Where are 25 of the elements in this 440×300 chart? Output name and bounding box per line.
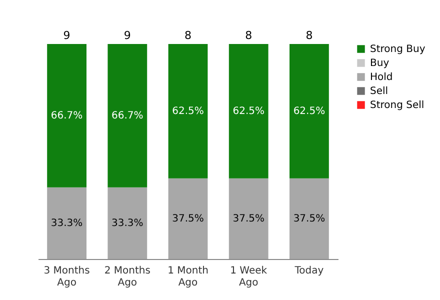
data-label: 37.5%	[232, 214, 264, 225]
data-label: 33.3%	[112, 218, 144, 230]
x-tick-label: 1 Month Ago	[168, 266, 208, 288]
annotation: 9	[124, 29, 131, 42]
x-tick-label: Today	[294, 266, 324, 276]
legend-label: Sell	[370, 86, 388, 97]
annotation: 8	[184, 29, 192, 42]
annotation: 8	[245, 29, 252, 42]
x-tick-label: 1 Week Ago	[230, 266, 268, 288]
data-label: 62.5%	[172, 106, 204, 118]
data-label: 62.5%	[293, 106, 326, 118]
data-label: 37.5%	[293, 214, 326, 225]
data-label: 33.3%	[50, 218, 83, 230]
data-label: 37.5%	[172, 214, 204, 225]
legend-label: Buy	[370, 58, 390, 69]
x-tick-label: 3 Months Ago	[44, 266, 90, 288]
annotation: 9	[63, 29, 70, 42]
legend-label: Hold	[370, 72, 393, 83]
legend-label: Strong Sell	[370, 100, 424, 111]
annotation: 8	[306, 29, 313, 42]
data-label: 66.7%	[112, 110, 144, 122]
data-label: 62.5%	[232, 106, 264, 118]
data-label: 66.7%	[50, 110, 83, 122]
legend-label: Strong Buy	[370, 44, 426, 55]
x-tick-label: 2 Months Ago	[104, 266, 150, 288]
